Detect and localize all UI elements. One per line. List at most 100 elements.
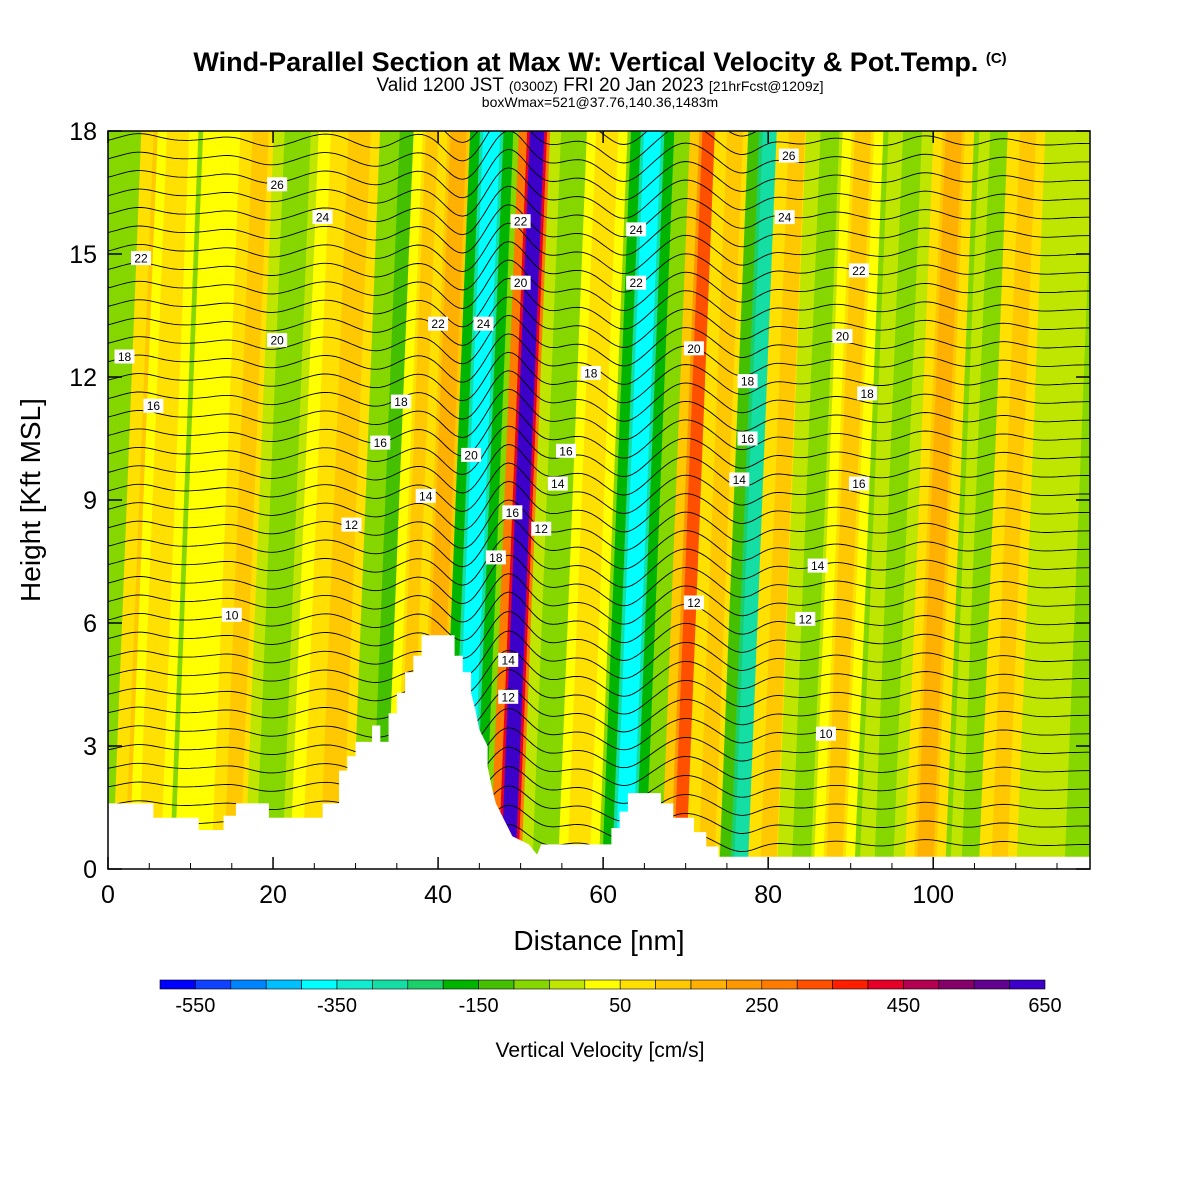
velocity-band [615,131,662,869]
contour-label: 24 [774,210,795,225]
velocity-band [791,131,840,869]
contour-label-text: 14 [419,489,433,503]
plot-area: 26 24 22 20 18 16 18 16 14 12 10 22 24 22 20 20 16 18 14 12… [108,131,1090,869]
contour-label-text: 10 [819,727,833,741]
contour-label: 26 [778,148,799,163]
chart-subtitle-valid: Valid 1200 JST (0300Z) FRI 20 Jan 2023 [… [376,75,824,96]
colorbar-tick-label: 650 [1028,995,1061,1017]
contour-label-text: 12 [345,518,359,532]
y-tick-label: 18 [69,118,97,146]
contour-label: 10 [815,726,836,741]
contour-label-text: 20 [836,330,850,344]
theta-contour [108,536,1090,588]
contour-label: 18 [485,550,506,565]
theta-contour [108,278,1090,330]
contour-label: 20 [267,333,288,348]
contour-label: 14 [415,488,436,503]
contour-label: 22 [131,251,152,266]
theta-contour [108,444,1090,496]
theta-contour [108,204,1090,256]
contour-label-text: 26 [270,178,284,192]
theta-contour [108,669,1090,715]
theta-contour [108,388,1090,441]
colorbar-swatch [230,979,267,990]
velocity-band [223,131,269,869]
x-tick-label: 80 [754,881,782,909]
colorbar-title: Vertical Velocity [cm/s] [496,1039,705,1062]
contour-label-text: 24 [778,211,792,225]
theta-contour [108,688,1090,733]
theta-contour [108,259,1090,312]
colorbar-swatch [796,979,833,990]
colorbar-tick-label: 50 [609,995,631,1017]
theta-contour [108,407,1090,459]
theta-contour [108,314,1090,367]
colorbar-swatch [513,979,550,990]
contour-label: 20 [510,275,531,290]
contour-label-text: 26 [782,149,796,163]
colorbar-swatch [478,979,515,990]
colorbar-swatch [690,979,727,990]
contour-label-text: 12 [502,690,516,704]
contour-label: 16 [555,443,576,458]
theta-contour [108,499,1090,551]
colorbar-tick-label: 250 [745,995,778,1017]
contour-label-text: 10 [225,608,239,622]
y-axis-title: Height [Kft MSL] [15,398,46,602]
y-tick-label: 6 [83,610,97,638]
theta-contour [108,241,1090,293]
velocity-band [826,131,872,869]
velocity-band [322,131,368,869]
contour-label-text: 18 [489,551,503,565]
contour-label-text: 18 [584,366,598,380]
contour-label: 14 [498,652,519,667]
theta-contour [108,649,1090,697]
velocity-band [1031,131,1079,869]
theta-contour [108,573,1090,625]
contour-label: 18 [857,386,878,401]
velocity-band [698,131,744,869]
contour-label: 20 [461,447,482,462]
theta-contour [108,351,1090,404]
contour-label-text: 22 [629,276,643,290]
contour-label-text: 14 [502,653,516,667]
contour-label: 18 [580,365,601,380]
colorbar-tick-label: -150 [459,995,499,1017]
theta-contour [108,425,1090,478]
contour-label: 16 [502,505,523,520]
contour-label: 20 [832,329,853,344]
colorbar-swatch [619,979,656,990]
contour-label: 18 [390,394,411,409]
contour-label-text: 22 [514,215,528,229]
y-tick-label: 0 [83,856,97,884]
theta-contour [108,131,1090,164]
velocity-band [259,131,308,869]
theta-contour [108,611,1090,661]
contour-label-text: 20 [687,342,701,356]
contour-label: 14 [729,472,750,487]
theta-contour [108,785,1090,822]
contour-label: 16 [370,435,391,450]
colorbar-swatch [336,979,373,990]
colorbar-swatch [301,979,338,990]
velocity-band [874,131,923,869]
theta-contour [108,131,1090,182]
contour-label-text: 16 [559,444,573,458]
colorbar-tick-label: -550 [175,995,215,1017]
contour-label: 12 [341,517,362,532]
contour-label-text: 12 [799,612,813,626]
colorbar-swatch [938,979,975,990]
contour-label-text: 20 [514,276,528,290]
colorbar-swatch [655,979,692,990]
y-tick-label: 9 [83,487,97,515]
colorbar-swatch [407,979,444,990]
velocity-band [760,131,806,869]
x-axis-title: Distance [nm] [513,925,684,956]
contour-label-text: 24 [477,317,491,331]
contour-label-text: 22 [134,252,148,266]
colorbar-swatch [973,979,1010,990]
contour-label: 14 [807,558,828,573]
y-tick-label: 3 [83,733,97,761]
velocity-band [991,131,1037,869]
